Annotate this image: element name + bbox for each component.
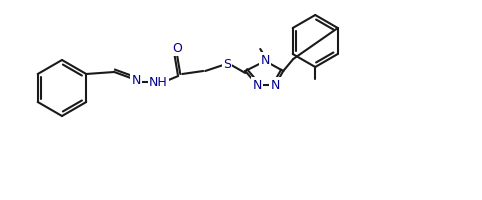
Text: NH: NH (149, 76, 168, 89)
Text: N: N (132, 74, 141, 87)
Text: O: O (172, 42, 182, 55)
Text: N: N (270, 79, 280, 92)
Text: N: N (261, 54, 270, 67)
Text: N: N (253, 79, 262, 92)
Text: S: S (223, 57, 231, 70)
